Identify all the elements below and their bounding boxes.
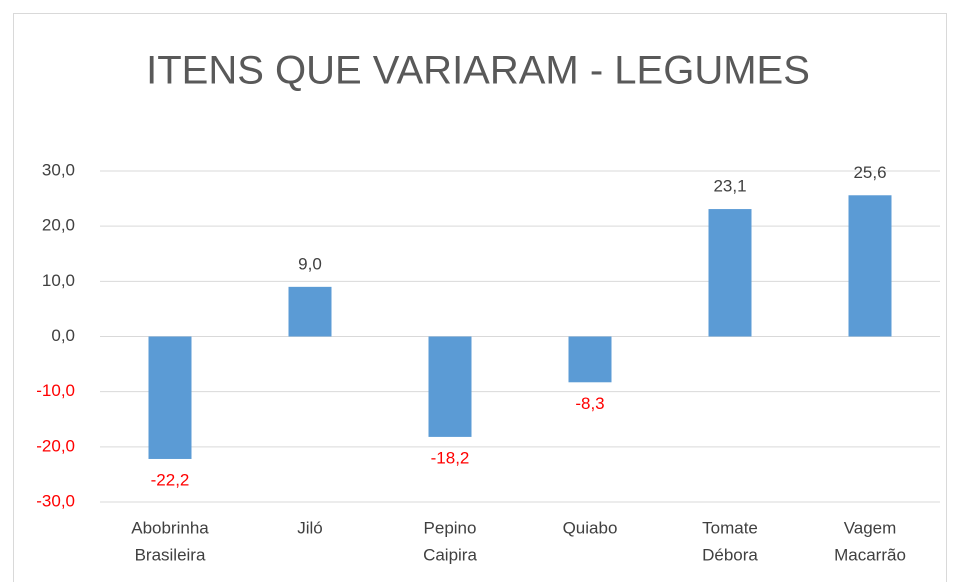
x-tick-label: Macarrão — [834, 545, 906, 564]
x-tick-label: Vagem — [844, 518, 897, 537]
bar — [708, 209, 752, 337]
x-tick-label: Tomate — [702, 518, 758, 537]
x-tick-label: Caipira — [423, 545, 477, 564]
bar — [148, 336, 192, 459]
chart-title: ITENS QUE VARIARAM - LEGUMES — [146, 49, 810, 93]
x-tick-label: Jiló — [297, 518, 323, 537]
value-label: -18,2 — [431, 448, 470, 467]
value-label: -22,2 — [151, 470, 190, 489]
y-tick-label: 0,0 — [51, 326, 75, 345]
y-tick-label: -10,0 — [36, 381, 75, 400]
value-label: 9,0 — [298, 254, 322, 273]
x-tick-label: Quiabo — [563, 518, 618, 537]
chart-border — [13, 13, 947, 582]
value-label: -8,3 — [575, 394, 604, 413]
bar — [428, 336, 472, 437]
y-tick-label: 20,0 — [42, 216, 75, 235]
x-tick-label: Débora — [702, 545, 758, 564]
y-tick-label: -20,0 — [36, 436, 75, 455]
x-tick-label: Pepino — [424, 518, 477, 537]
bar — [568, 336, 612, 383]
y-tick-label: 30,0 — [42, 160, 75, 179]
bar — [848, 195, 892, 337]
value-label: 25,6 — [853, 163, 886, 182]
value-label: 23,1 — [713, 177, 746, 196]
y-tick-label: -30,0 — [36, 491, 75, 510]
bar — [288, 286, 332, 337]
y-tick-label: 10,0 — [42, 271, 75, 290]
x-tick-label: Brasileira — [135, 545, 206, 564]
x-tick-label: Abobrinha — [131, 518, 209, 537]
